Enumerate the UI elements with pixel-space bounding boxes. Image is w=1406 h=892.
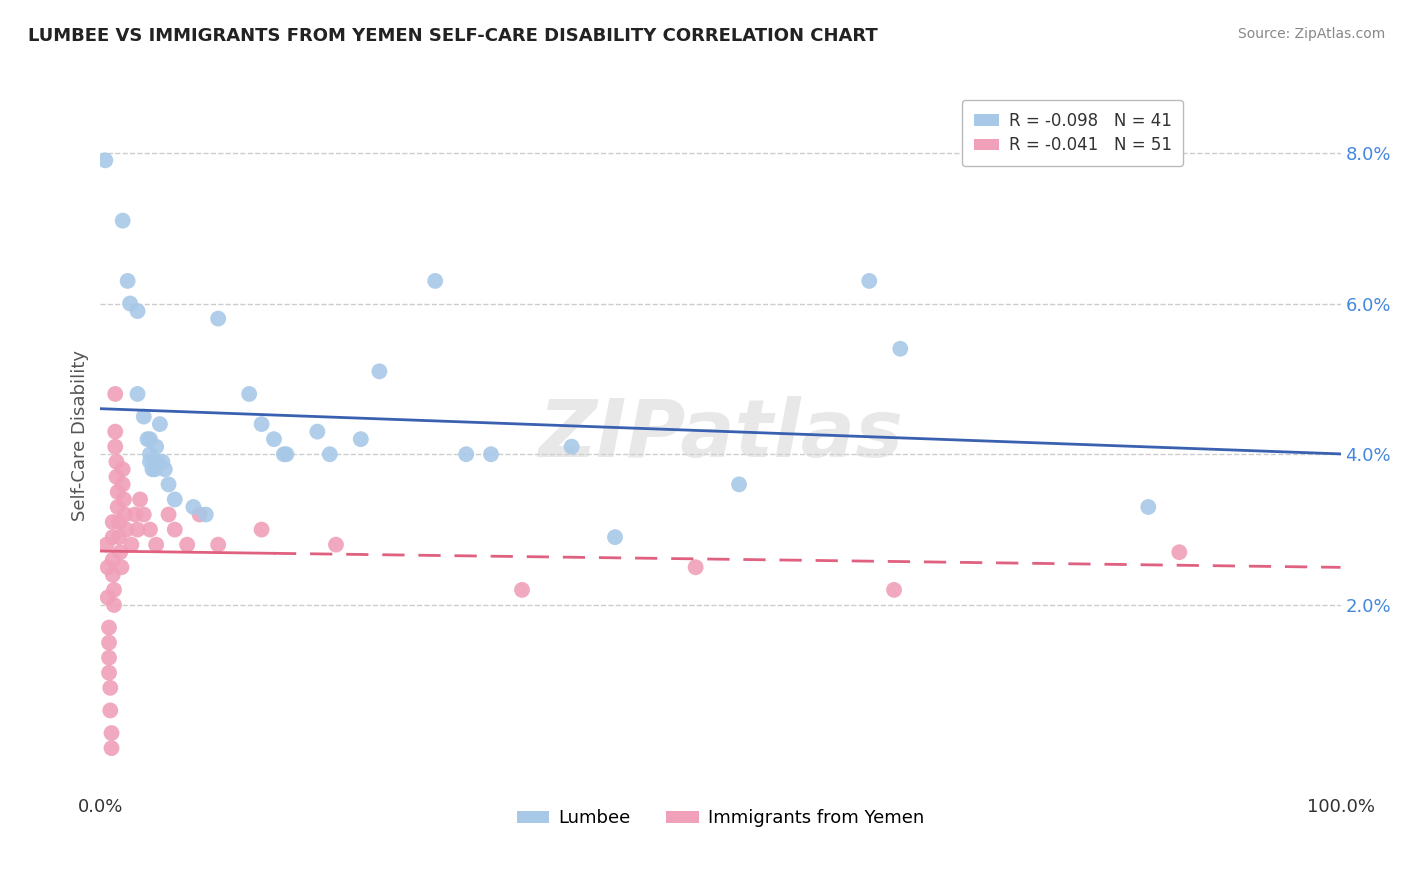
Point (1137, 500, 1160, 514)
Point (157, 477, 180, 491)
Point (114, 508, 136, 522)
Point (107, 484, 129, 499)
Point (263, 432, 285, 446)
Point (104, 440, 127, 454)
Point (146, 455, 169, 469)
Point (325, 538, 347, 552)
Point (120, 538, 142, 552)
Point (603, 530, 626, 544)
Point (98, 681, 121, 695)
Point (98, 703, 121, 717)
Point (103, 582, 125, 597)
Point (319, 447, 342, 461)
Point (307, 425, 329, 439)
Point (108, 545, 131, 559)
Point (456, 447, 478, 461)
Point (98, 665, 121, 680)
Point (1168, 545, 1191, 559)
Point (101, 553, 124, 567)
Point (889, 342, 911, 356)
Point (194, 508, 217, 522)
Point (108, 530, 131, 544)
Text: Source: ZipAtlas.com: Source: ZipAtlas.com (1237, 27, 1385, 41)
Point (176, 538, 198, 552)
Point (139, 432, 162, 446)
Point (188, 508, 211, 522)
Point (425, 274, 447, 288)
Point (145, 440, 167, 454)
Point (120, 296, 142, 310)
Point (100, 741, 122, 756)
Point (150, 455, 173, 469)
Point (101, 515, 124, 529)
Point (129, 492, 152, 507)
Point (276, 447, 298, 461)
Point (207, 311, 229, 326)
Point (104, 425, 127, 439)
Point (157, 508, 180, 522)
Point (100, 726, 122, 740)
Point (139, 447, 162, 461)
Point (115, 523, 138, 537)
Point (96, 538, 118, 552)
Point (111, 477, 134, 491)
Text: ZIPatlas: ZIPatlas (538, 396, 903, 475)
Point (183, 500, 205, 514)
Point (685, 560, 707, 574)
Point (101, 530, 124, 544)
Point (105, 455, 128, 469)
Point (103, 598, 125, 612)
Point (97, 560, 120, 574)
Point (98, 635, 121, 649)
Point (110, 560, 132, 574)
Point (94, 153, 117, 168)
Point (510, 582, 533, 597)
Point (98, 650, 121, 665)
Point (101, 567, 124, 582)
Legend: Lumbee, Immigrants from Yemen: Lumbee, Immigrants from Yemen (509, 802, 932, 834)
Point (127, 523, 149, 537)
Point (111, 213, 134, 227)
Y-axis label: Self-Care Disability: Self-Care Disability (72, 350, 89, 521)
Point (479, 447, 502, 461)
Point (238, 387, 260, 401)
Point (145, 538, 167, 552)
Point (139, 523, 162, 537)
Point (112, 492, 135, 507)
Point (250, 523, 273, 537)
Point (153, 462, 176, 476)
Point (728, 477, 751, 491)
Point (561, 440, 583, 454)
Point (143, 462, 166, 476)
Point (117, 274, 139, 288)
Point (132, 508, 155, 522)
Point (207, 538, 229, 552)
Point (105, 470, 128, 484)
Point (149, 417, 172, 431)
Point (273, 447, 295, 461)
Point (163, 523, 186, 537)
Point (368, 364, 391, 378)
Point (104, 387, 127, 401)
Point (250, 417, 273, 431)
Point (136, 432, 159, 446)
Point (98, 621, 121, 635)
Point (107, 500, 129, 514)
Text: LUMBEE VS IMMIGRANTS FROM YEMEN SELF-CARE DISABILITY CORRELATION CHART: LUMBEE VS IMMIGRANTS FROM YEMEN SELF-CAR… (28, 27, 877, 45)
Point (111, 462, 134, 476)
Point (350, 432, 373, 446)
Point (97, 591, 120, 605)
Point (124, 508, 146, 522)
Point (163, 492, 186, 507)
Point (108, 515, 131, 529)
Point (139, 455, 162, 469)
Point (883, 582, 905, 597)
Point (127, 387, 149, 401)
Point (141, 462, 163, 476)
Point (858, 274, 880, 288)
Point (127, 304, 149, 318)
Point (132, 409, 155, 424)
